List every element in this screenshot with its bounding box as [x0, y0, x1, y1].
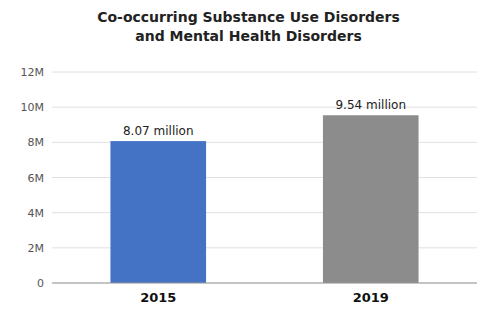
bar — [110, 141, 206, 283]
data-label: 8.07 million — [123, 124, 194, 138]
labels: 8.07 million 9.54 million — [123, 98, 406, 138]
chart-svg: Co-occurring Substance Use Disorders and … — [0, 0, 497, 315]
x-tick-label: 2015 — [140, 290, 176, 305]
title: Co-occurring Substance Use Disorders — [97, 9, 400, 25]
x-axis-line — [52, 283, 477, 284]
y-tick-label: 0 — [37, 277, 44, 290]
grid-line — [52, 107, 477, 108]
y-tick-label: 2M — [28, 242, 45, 255]
chart-container: Co-occurring Substance Use Disorders and … — [0, 0, 497, 315]
bars — [110, 115, 418, 283]
y-tick-label: 12M — [21, 66, 45, 79]
subtitle: and Mental Health Disorders — [135, 28, 362, 44]
y-tick-label: 4M — [28, 207, 45, 220]
grid-line — [52, 72, 477, 73]
grid-line — [52, 283, 477, 284]
y-axis: 0 2M 4M 6M 8M 10M 12M — [21, 66, 478, 290]
bar — [323, 115, 419, 283]
y-tick-label: 8M — [28, 136, 45, 149]
y-tick-label: 6M — [28, 172, 45, 185]
y-tick-label: 10M — [21, 101, 45, 114]
x-tick-label: 2019 — [353, 290, 389, 305]
data-label: 9.54 million — [335, 98, 406, 112]
